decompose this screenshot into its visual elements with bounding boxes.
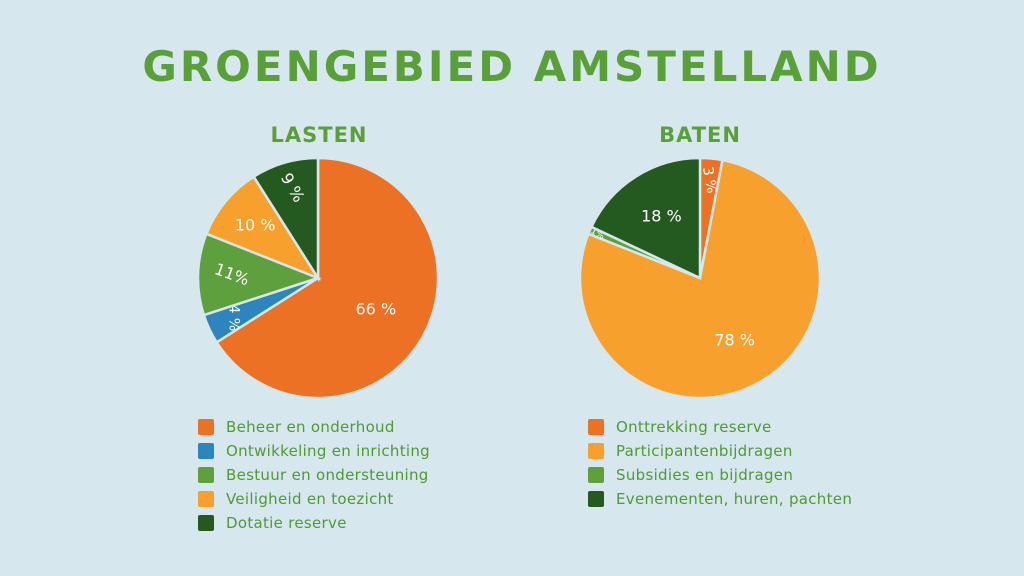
baten-legend-item: Subsidies en bijdragen [588,463,852,487]
lasten-label-veiligheid-en-toezicht: 10 % [235,215,276,234]
lasten-label-ontwikkeling-en-inrichting: 4 % [225,305,241,332]
baten-legend-label: Evenementen, huren, pachten [616,490,853,508]
lasten-legend-label: Bestuur en ondersteuning [226,466,429,484]
lasten-legend-label: Ontwikkeling en inrichting [226,442,430,460]
lasten-legend-swatch [198,491,214,507]
lasten-label-beheer-en-onderhoud: 66 % [356,299,397,318]
baten-legend-label: Onttrekking reserve [616,418,772,436]
baten-legend-item: Participantenbijdragen [588,439,852,463]
baten-legend-swatch [588,443,604,459]
lasten-legend-label: Beheer en onderhoud [226,418,395,436]
page-title: GROENGEBIED AMSTELLAND [142,42,882,91]
baten-legend: Onttrekking reserve Participantenbijdrage… [588,415,852,511]
lasten-slice-bestuur-en-ondersteuning [196,232,322,317]
lasten-legend: Beheer en onderhoud Ontwikkeling en inric… [198,415,430,535]
lasten-legend-item: Dotatie reserve [198,511,430,535]
baten-legend-item: Evenementen, huren, pachten [588,487,852,511]
lasten-legend-swatch [198,467,214,483]
baten-legend-item: Onttrekking reserve [588,415,852,439]
baten-label-onttrekking-reserve: 3 % [699,166,719,195]
lasten-legend-item: Ontwikkeling en inrichting [198,439,430,463]
lasten-legend-swatch [198,443,214,459]
lasten-legend-label: Dotatie reserve [226,514,347,532]
baten-legend-swatch [588,419,604,435]
lasten-legend-item: Bestuur en ondersteuning [198,463,430,487]
baten-legend-label: Participantenbijdragen [616,442,793,460]
lasten-legend-swatch [198,515,214,531]
baten-legend-swatch [588,491,604,507]
baten-chart-title: BATEN [659,123,741,147]
lasten-slice-beheer-en-onderhoud [214,156,440,400]
baten-label-evenementen-huren-pachten: 18 % [641,207,682,226]
baten-legend-label: Subsidies en bijdragen [616,466,794,484]
lasten-legend-item: Veiligheid en toezicht [198,487,430,511]
baten-label-participantenbijdragen: 78 % [714,331,755,350]
baten-slice-evenementen-huren-pachten [589,156,702,280]
lasten-legend-swatch [198,419,214,435]
lasten-legend-item: Beheer en onderhoud [198,415,430,439]
lasten-slice-veiligheid-en-toezicht [204,174,322,281]
baten-legend-swatch [588,467,604,483]
lasten-slice-dotatie-reserve [251,156,320,283]
lasten-chart-title: LASTEN [270,123,368,147]
lasten-legend-label: Veiligheid en toezicht [226,490,394,508]
